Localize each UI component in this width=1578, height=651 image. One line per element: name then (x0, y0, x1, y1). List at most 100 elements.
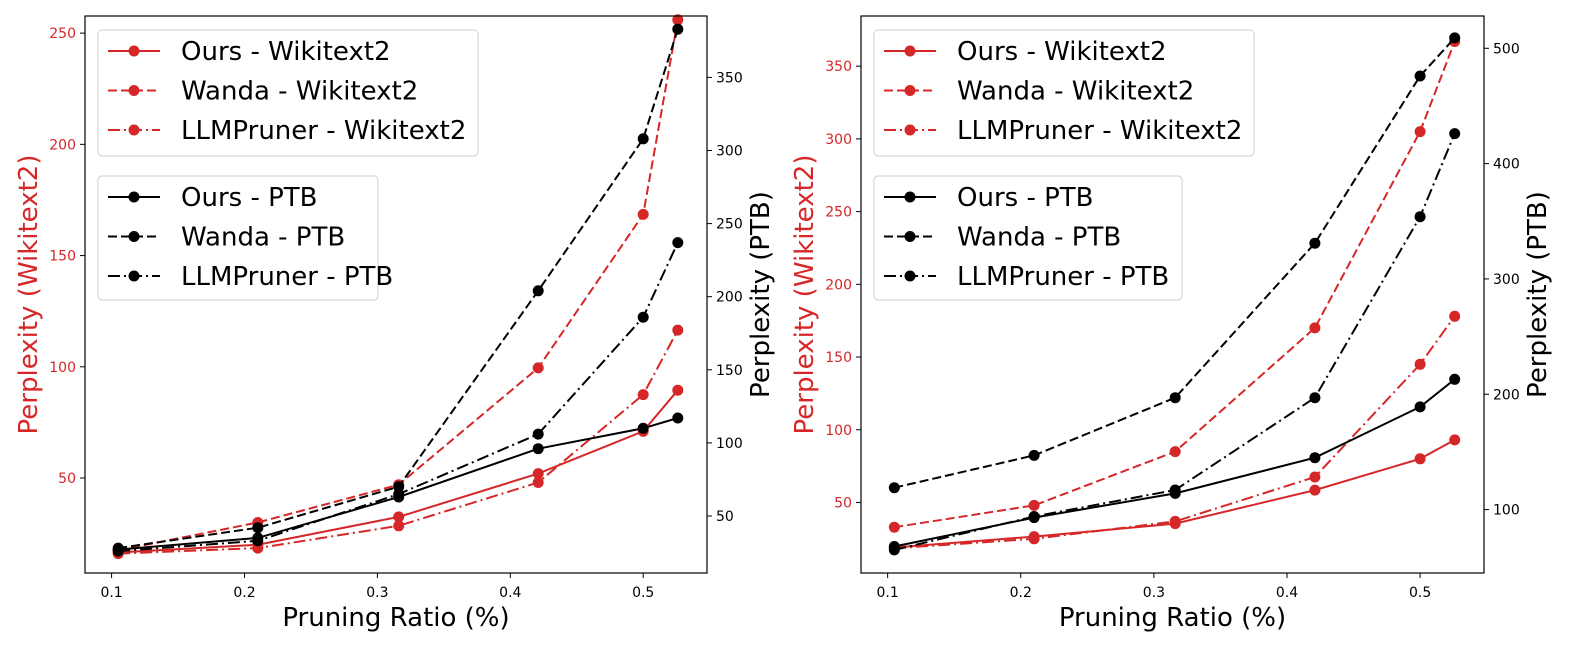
x-axis-label: Pruning Ratio (%) (1059, 603, 1286, 633)
x-tick-label: 0.5 (1409, 585, 1431, 601)
legend-swatch-marker (128, 191, 140, 203)
series-line-5 (118, 28, 679, 550)
legend-ptb: Ours - PTB Wanda - PTB LLMPruner - PTB (873, 175, 1183, 301)
y-left-tick-label: 100 (49, 360, 76, 376)
y-right-tick-label: 200 (1493, 387, 1520, 403)
chart-panel-2: 0.1 0.2 0.3 0.4 0.5 50 100 150 200 250 300 350 100 20… (790, 15, 1553, 633)
series-line-1 (118, 389, 679, 554)
data-point (112, 545, 124, 557)
x-tick-label: 0.4 (499, 585, 521, 601)
data-point (1028, 499, 1040, 511)
y-left-tick-label: 150 (825, 350, 852, 366)
y-right-tick-label: 300 (716, 143, 743, 159)
data-point (1309, 237, 1321, 249)
data-point (1414, 453, 1426, 465)
data-point (1449, 128, 1461, 140)
legend-label: Ours - PTB (957, 183, 1094, 213)
data-point (637, 133, 649, 145)
series-line-2 (118, 19, 679, 552)
data-point (672, 23, 684, 35)
y-left-tick-label: 100 (825, 423, 852, 439)
data-point (1028, 449, 1040, 461)
legend-label: LLMPruner - Wikitext2 (181, 116, 466, 146)
data-point (672, 384, 684, 396)
y-right-tick-label: 400 (1493, 157, 1520, 173)
y-left-tick-label: 50 (834, 495, 852, 511)
series-line-2 (894, 41, 1456, 529)
plot-frame (84, 15, 708, 574)
data-point (672, 324, 684, 336)
legend-label: LLMPruner - Wikitext2 (957, 116, 1242, 146)
y-right-tick-label: 150 (716, 363, 743, 379)
data-point (1169, 484, 1181, 496)
series-line-1 (894, 439, 1456, 549)
legend-label: LLMPruner - PTB (181, 262, 393, 292)
data-point (1414, 358, 1426, 370)
y-right-axis-label: Perplexity (PTB) (746, 191, 776, 398)
data-point (1169, 515, 1181, 527)
legend-swatch-marker (128, 124, 140, 136)
legend-label: Wanda - PTB (957, 223, 1121, 253)
data-point (393, 520, 405, 532)
y-left-tick-label: 200 (49, 137, 76, 153)
series-line-4 (118, 417, 679, 551)
legend-swatch-marker (128, 231, 140, 242)
data-point (1309, 392, 1321, 404)
data-point (1309, 484, 1321, 496)
data-point (393, 511, 405, 523)
data-point (1309, 471, 1321, 483)
y-right-axis-label: Perplexity (PTB) (1523, 191, 1553, 398)
y-right-tick-label: 350 (716, 70, 743, 86)
legend-label: Wanda - PTB (181, 223, 345, 253)
data-point (1169, 446, 1181, 458)
data-point (1414, 401, 1426, 413)
legend-swatch-marker (904, 231, 916, 242)
x-tick-label: 0.3 (366, 585, 388, 601)
legend-label: LLMPruner - PTB (957, 262, 1169, 292)
legend-box (97, 29, 479, 157)
x-tick-label: 0.2 (233, 585, 255, 601)
y-left-tick-label: 150 (49, 249, 76, 265)
y-left-tick-label: 250 (825, 205, 852, 221)
legend-box (873, 175, 1183, 301)
data-point (532, 477, 544, 488)
data-point (1028, 511, 1040, 522)
y-left-tick-label: 50 (58, 471, 76, 487)
series-line-3 (118, 329, 679, 555)
data-point (252, 535, 264, 547)
x-tick-label: 0.3 (1143, 585, 1165, 601)
data-point (637, 208, 649, 220)
data-point (637, 389, 649, 401)
data-point (393, 488, 405, 500)
data-point (1449, 32, 1461, 44)
y-left-axis-label: Perplexity (Wikitext2) (790, 155, 820, 435)
data-point (637, 422, 649, 434)
data-point (888, 521, 900, 533)
data-point (532, 362, 544, 374)
legend-swatch-marker (904, 191, 916, 203)
x-tick-label: 0.4 (1276, 585, 1298, 601)
data-point (532, 468, 544, 480)
plot-frame (860, 15, 1485, 574)
legend-swatch-marker (904, 124, 916, 136)
y-left-tick-label: 300 (825, 132, 852, 148)
y-right-tick-label: 300 (1493, 272, 1520, 288)
legend-swatch-marker (904, 270, 916, 282)
y-left-tick-label: 200 (825, 277, 852, 293)
legend-swatch-marker (904, 85, 916, 96)
data-point (888, 482, 900, 494)
legend-wikitext2: Ours - Wikitext2 Wanda - Wikitext2 LLMPrun… (97, 29, 479, 157)
data-point (1414, 211, 1426, 223)
x-tick-label: 0.1 (876, 585, 898, 601)
data-point (637, 311, 649, 323)
data-point (1414, 126, 1426, 138)
legend-label: Ours - Wikitext2 (957, 37, 1167, 67)
series-line-6 (118, 242, 679, 553)
legend-box (97, 175, 379, 301)
x-tick-label: 0.1 (100, 585, 122, 601)
data-point (1449, 434, 1461, 446)
legend-label: Ours - Wikitext2 (181, 37, 391, 67)
series-line-5 (894, 37, 1456, 489)
data-point (1414, 70, 1426, 82)
